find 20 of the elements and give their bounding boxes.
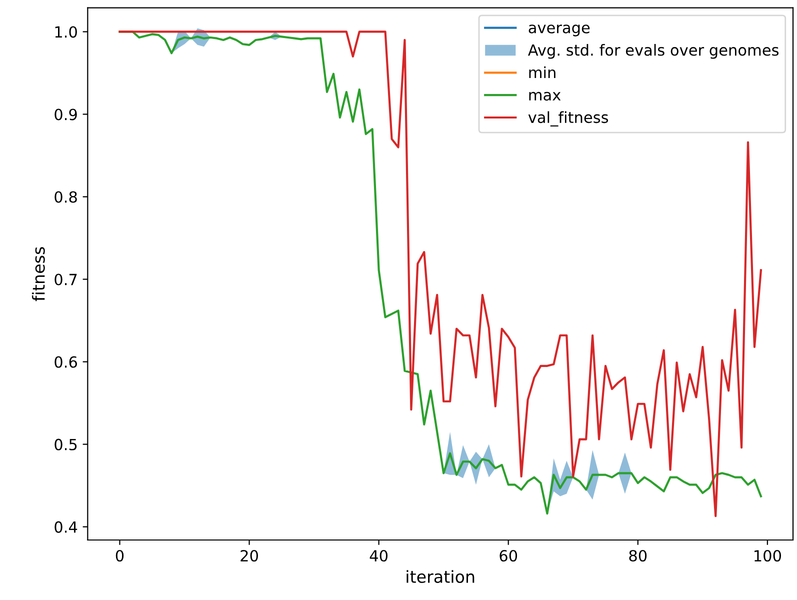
- y-tick-label: 0.7: [54, 274, 77, 286]
- y-tick-label: 1.0: [55, 26, 77, 38]
- y-axis-title: fitness: [32, 247, 45, 302]
- y-tick-label: 0.8: [54, 191, 77, 203]
- x-tick-label: 60: [500, 550, 518, 562]
- legend-label: min: [529, 66, 556, 78]
- legend-label: average: [528, 24, 590, 36]
- y-tick-label: 0.4: [54, 521, 78, 533]
- x-tick-label: 0: [116, 550, 124, 562]
- legend-label: val_fitness: [528, 111, 608, 126]
- y-tick-label: 0.6: [54, 356, 77, 368]
- x-tick-label: 100: [754, 550, 781, 562]
- legend-label: max: [529, 92, 561, 101]
- x-tick-label: 80: [629, 550, 647, 562]
- legend-label: Avg. std. for evals over genomes: [528, 44, 779, 59]
- x-tick-label: 20: [240, 550, 258, 562]
- x-axis-title: iteration: [406, 570, 474, 583]
- y-tick-label: 0.9: [54, 108, 77, 120]
- x-tick-label: 40: [370, 550, 388, 562]
- y-tick-label: 0.5: [54, 438, 77, 450]
